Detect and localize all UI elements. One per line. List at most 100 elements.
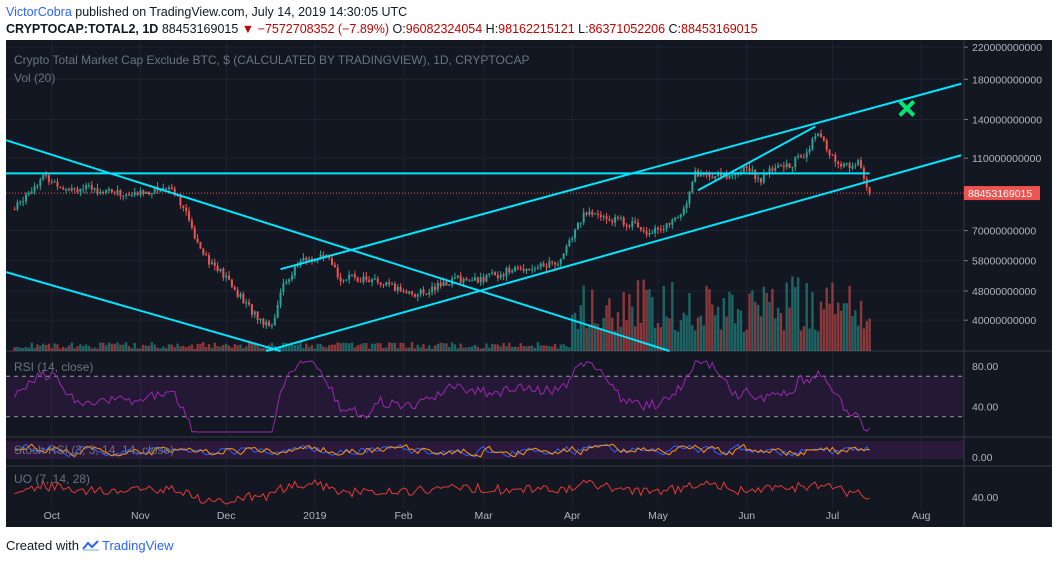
candle [122, 195, 125, 197]
volume-bar [588, 325, 591, 351]
candle [65, 189, 68, 191]
candle [805, 152, 808, 158]
volume-bar [805, 283, 808, 351]
candle [228, 275, 231, 280]
candle [682, 208, 685, 215]
candle [436, 282, 439, 291]
candle [694, 170, 697, 182]
x-tick-label: Nov [131, 510, 150, 522]
candle [602, 216, 605, 218]
candle [288, 279, 291, 282]
volume-bar [819, 301, 823, 351]
candle [534, 268, 537, 270]
candle [539, 263, 542, 268]
volume-bar [679, 320, 683, 351]
volume-bar [325, 347, 328, 351]
volume-bar [19, 347, 22, 351]
volume-bar [822, 309, 826, 351]
candle [67, 189, 70, 191]
volume-bar [836, 302, 840, 351]
volume-bar [422, 344, 425, 351]
candle [385, 282, 388, 286]
volume-bar [59, 348, 62, 351]
candle [193, 227, 196, 239]
volume-bar [27, 347, 31, 351]
volume-bar [553, 343, 557, 351]
candle [431, 286, 434, 293]
author-link[interactable]: VictorCobra [6, 5, 72, 19]
volume-bar [213, 342, 216, 351]
volume-bar [688, 292, 691, 351]
volume-bar [310, 345, 314, 351]
volume-bar [811, 291, 814, 351]
volume-bar [771, 288, 774, 351]
candle [834, 154, 837, 162]
candle [170, 187, 173, 189]
candle [505, 267, 508, 277]
candle [145, 191, 148, 194]
volume-bar [425, 348, 428, 351]
y-tick-label: 110000000000 [972, 153, 1041, 165]
price-chart-svg[interactable]: Oct Nov Dec 2019 Feb Mar Apr May Jun Jul Aug 220000… [6, 40, 1052, 527]
candle [316, 259, 319, 262]
volume-bar [176, 343, 179, 351]
volume-bar [582, 285, 585, 351]
candle [351, 274, 354, 276]
volume-bar [719, 329, 723, 351]
candle [159, 190, 162, 192]
candle [102, 192, 105, 194]
candle [599, 214, 602, 218]
candle [308, 258, 311, 261]
candle [519, 267, 522, 269]
chart-area[interactable]: Oct Nov Dec 2019 Feb Mar Apr May Jun Jul Aug 220000… [6, 40, 1052, 527]
rsi-tick-label: 80.00 [972, 361, 998, 373]
volume-bar [825, 287, 828, 351]
candle [27, 193, 30, 195]
candle [608, 219, 611, 221]
volume-bar [313, 348, 317, 351]
candle [139, 190, 142, 195]
candle [556, 264, 559, 266]
descending-channel-lower [6, 271, 281, 352]
volume-bar [47, 343, 51, 351]
volume-bar [628, 294, 631, 351]
volume-bar [433, 345, 437, 351]
volume-bar [559, 344, 562, 351]
volume-bar [533, 347, 537, 351]
uo-tick-label: 40.00 [972, 492, 998, 504]
volume-bar [442, 343, 445, 351]
candle [782, 165, 785, 168]
candle [491, 272, 494, 274]
x-tick-label: Oct [44, 510, 60, 522]
candle [256, 311, 259, 320]
candle [36, 186, 39, 188]
volume-bar [265, 346, 268, 351]
volume-bar [173, 347, 176, 351]
last-price-tag [964, 186, 1040, 201]
volume-bar [662, 286, 665, 351]
footer-brand[interactable]: TradingView [101, 538, 174, 553]
volume-bar [530, 345, 534, 351]
x-tick-label: Apr [564, 510, 581, 522]
volume-bar [768, 301, 771, 351]
volume-bar [510, 346, 514, 351]
candle [242, 293, 245, 304]
candle [333, 264, 336, 268]
candle [579, 222, 582, 224]
descending-channel-upper [6, 139, 670, 352]
candle [631, 221, 634, 227]
candle [476, 277, 479, 283]
volume-bar [579, 305, 582, 351]
candle [794, 157, 797, 167]
candle [225, 275, 228, 278]
volume-bar [576, 328, 580, 351]
candle [165, 188, 168, 190]
volume-bar [734, 323, 737, 351]
y-tick-label: 140000000000 [972, 115, 1042, 127]
volume-bar [362, 343, 365, 351]
volume-bar [67, 345, 71, 351]
volume-bar [410, 342, 414, 351]
candle [648, 233, 651, 235]
candle [233, 287, 236, 290]
candle [865, 178, 868, 188]
